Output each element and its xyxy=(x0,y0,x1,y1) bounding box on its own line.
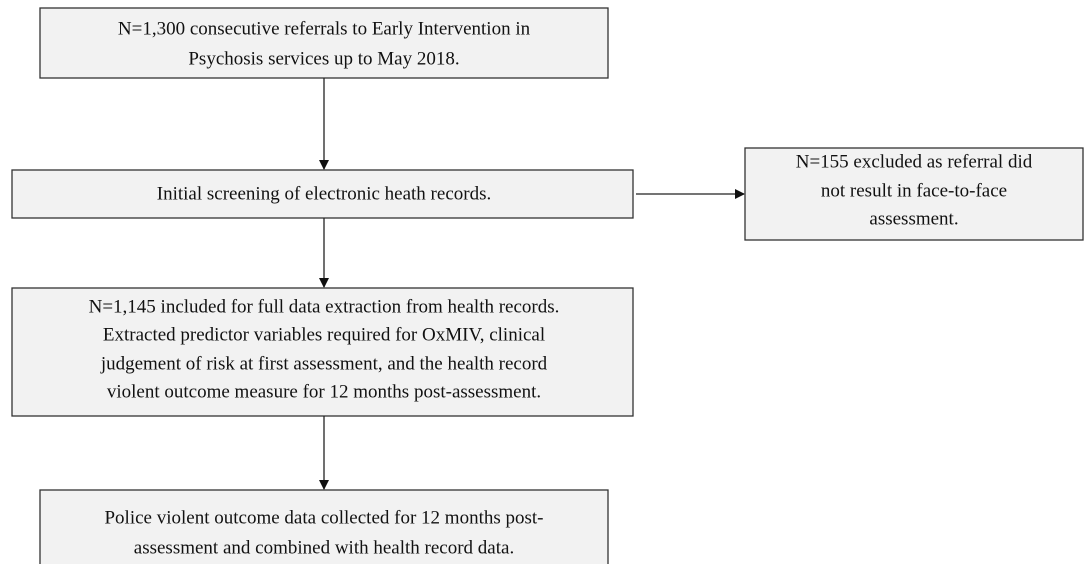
node-text: assessment and combined with health reco… xyxy=(134,537,514,558)
node-text: N=1,300 consecutive referrals to Early I… xyxy=(118,18,531,39)
node-text: not result in face-to-face xyxy=(821,180,1007,201)
node-text: Psychosis services up to May 2018. xyxy=(188,48,459,69)
node-box xyxy=(39,489,609,564)
node-text: N=1,145 included for full data extractio… xyxy=(89,296,560,317)
node-text: Initial screening of electronic heath re… xyxy=(157,183,491,204)
node-text: violent outcome measure for 12 months po… xyxy=(107,381,541,402)
node-text: assessment. xyxy=(869,208,958,229)
node-text: judgement of risk at first assessment, a… xyxy=(100,353,548,374)
node-box xyxy=(11,169,634,219)
node-box xyxy=(11,287,634,417)
node-box xyxy=(744,147,1084,241)
node-box xyxy=(39,7,609,79)
node-text: Police violent outcome data collected fo… xyxy=(104,507,543,528)
node-text: Extracted predictor variables required f… xyxy=(103,324,545,345)
node-text: N=155 excluded as referral did xyxy=(796,151,1033,172)
